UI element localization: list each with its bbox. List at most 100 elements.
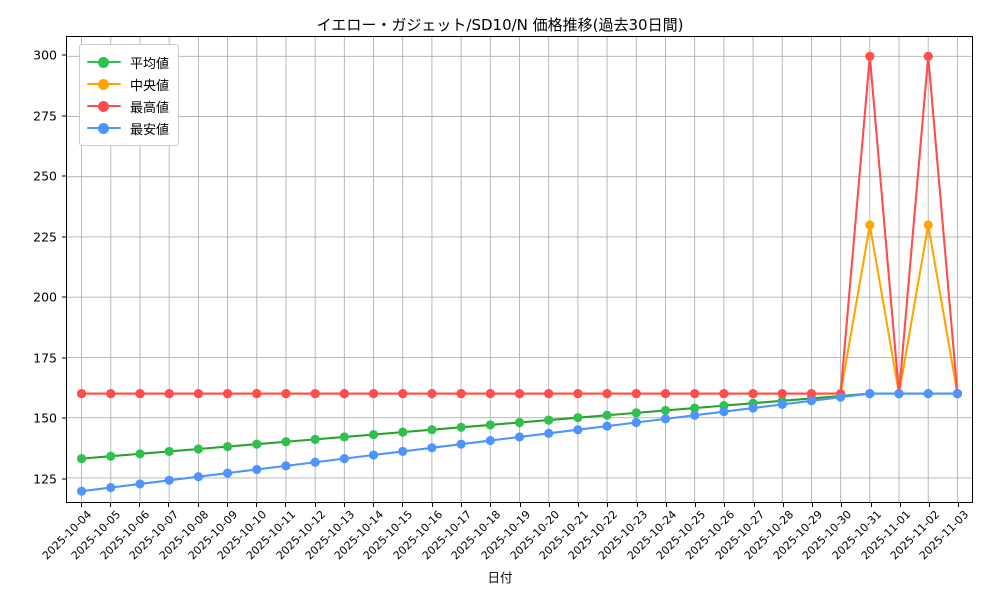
data-point-marker <box>77 486 87 496</box>
data-point-marker <box>427 425 437 435</box>
data-point-marker <box>252 439 262 449</box>
data-point-marker <box>135 479 145 489</box>
data-point-marker <box>777 399 787 410</box>
data-point-marker <box>573 389 583 399</box>
data-point-marker <box>135 389 145 399</box>
series-line-3 <box>80 392 959 493</box>
data-point-marker <box>398 427 408 437</box>
data-point-marker <box>222 468 233 478</box>
data-point-marker <box>427 443 437 453</box>
data-point-marker <box>631 389 641 399</box>
data-point-marker <box>806 389 817 399</box>
x-axis-tick-mark <box>285 503 287 507</box>
data-point-marker <box>164 389 174 399</box>
data-point-marker <box>923 389 933 399</box>
legend-item-3[interactable]: 最安値 <box>87 117 169 139</box>
x-axis-tick-mark <box>548 503 550 507</box>
data-point-marker <box>748 403 758 413</box>
legend-swatch-icon <box>87 55 121 69</box>
x-axis-tick-mark <box>753 503 755 507</box>
data-point-marker <box>660 405 671 416</box>
data-point-marker <box>690 389 700 399</box>
data-point-marker <box>368 450 379 460</box>
x-axis-tick-mark <box>724 503 726 507</box>
data-series-layer <box>77 51 962 496</box>
x-axis-tick-mark <box>139 503 141 507</box>
data-point-marker <box>777 389 787 399</box>
x-axis-tick-mark <box>636 503 638 507</box>
data-point-marker <box>923 220 933 230</box>
x-axis-tick-mark <box>812 503 814 507</box>
data-point-marker <box>222 442 233 452</box>
legend: 平均値中央値 最高値 最安値 <box>79 44 180 146</box>
y-axis-tick-mark <box>62 236 66 238</box>
data-point-marker <box>660 414 671 424</box>
y-axis-tick-label: 300 <box>33 47 57 63</box>
x-axis-tick-mark <box>256 503 258 507</box>
legend-label: 中央値 <box>130 78 170 94</box>
data-point-marker <box>135 449 145 459</box>
legend-item-2[interactable]: 最高値 <box>87 95 169 117</box>
y-axis-tick-label: 150 <box>33 410 57 426</box>
data-point-marker <box>631 408 641 418</box>
x-axis-tick-mark <box>373 503 375 507</box>
x-axis-tick-mark <box>695 503 697 507</box>
y-axis-tick-label: 275 <box>33 108 57 124</box>
data-point-marker <box>310 389 320 399</box>
y-axis-tick-mark <box>62 115 66 117</box>
y-axis-tick-mark <box>62 296 66 298</box>
data-point-marker <box>252 389 262 399</box>
data-point-marker <box>456 439 466 449</box>
y-axis-tick-label: 250 <box>33 168 57 184</box>
data-point-marker <box>544 389 554 399</box>
data-point-marker <box>602 389 612 399</box>
data-point-marker <box>923 51 933 61</box>
data-point-marker <box>894 389 904 399</box>
legend-item-0[interactable]: 平均値 <box>87 51 169 73</box>
data-point-marker <box>748 389 758 399</box>
data-point-marker <box>514 417 525 428</box>
data-point-marker <box>573 425 583 435</box>
chart-title: イエロー・ガジェット/SD10/N 価格推移(過去30日間) <box>316 16 684 34</box>
x-axis-tick-mark <box>899 503 901 507</box>
y-axis-tick-mark <box>62 478 66 480</box>
data-point-marker <box>602 421 612 431</box>
legend-swatch-icon <box>87 99 121 113</box>
legend-swatch-icon <box>87 121 121 135</box>
data-point-marker <box>281 437 291 447</box>
x-axis-label: 日付 <box>487 570 513 585</box>
data-point-marker <box>106 451 116 461</box>
data-point-marker <box>398 389 408 399</box>
data-point-marker <box>544 415 554 425</box>
x-axis-tick-mark <box>226 503 228 507</box>
data-point-marker <box>368 389 379 399</box>
series-line-2 <box>80 55 959 395</box>
data-point-marker <box>368 429 379 440</box>
data-point-marker <box>339 389 349 399</box>
x-axis-tick-mark <box>168 503 170 507</box>
data-point-marker <box>865 220 875 230</box>
data-point-marker <box>660 389 671 399</box>
x-axis-tick-mark <box>402 503 404 507</box>
data-point-marker <box>252 464 262 475</box>
data-point-marker <box>952 389 962 399</box>
data-point-marker <box>485 420 495 430</box>
data-point-marker <box>631 417 641 428</box>
x-axis-tick-mark <box>782 503 784 507</box>
x-axis-tick-mark <box>343 503 345 507</box>
x-axis-tick-mark <box>870 503 872 507</box>
data-point-marker <box>836 392 846 402</box>
legend-item-1[interactable]: 中央値 <box>87 73 169 95</box>
x-axis-tick-mark <box>490 503 492 507</box>
data-point-marker <box>865 389 875 399</box>
data-point-marker <box>164 446 174 456</box>
y-axis-tick-label: 200 <box>33 289 57 305</box>
data-point-marker <box>573 413 583 423</box>
data-point-marker <box>485 435 495 446</box>
legend-label: 平均値 <box>130 56 170 72</box>
y-axis-tick-mark <box>62 357 66 359</box>
data-point-marker <box>310 434 320 444</box>
data-point-marker <box>339 454 349 464</box>
data-point-marker <box>398 446 408 456</box>
